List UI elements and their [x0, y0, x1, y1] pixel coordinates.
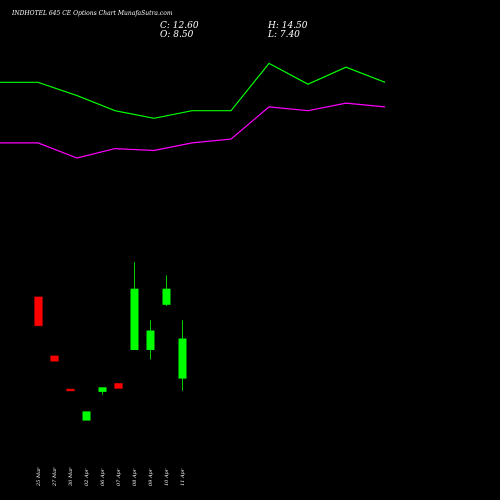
candle [98, 387, 107, 395]
candle-body [50, 355, 59, 362]
candle [146, 320, 155, 360]
candle [82, 411, 91, 421]
candle-body [82, 411, 91, 421]
low-value: L: 7.40 [267, 30, 300, 40]
x-tick-label: 25 Mar [36, 467, 42, 487]
x-tick-label: 11 Apr [180, 468, 186, 486]
high-value: H: 14.50 [267, 21, 308, 31]
candle [114, 383, 123, 389]
x-axis-ticks: 25 Mar 27 Mar 30 Mar 02 Apr 06 Apr 07 Apr 08 A… [36, 467, 186, 487]
candle-body [162, 288, 171, 305]
candle [162, 275, 171, 306]
candle-body [114, 383, 123, 389]
chart-title: INDHOTEL 645 CE Options Chart MunafaSutr… [11, 10, 173, 17]
candle [130, 262, 139, 350]
overlay-line-2 [0, 102, 386, 159]
candle-body [178, 338, 187, 379]
x-tick-label: 07 Apr [116, 468, 122, 486]
x-tick-label: 27 Mar [52, 467, 58, 487]
x-tick-label: 08 Apr [132, 468, 138, 486]
open-value: O: 8.50 [160, 30, 194, 40]
close-value: C: 12.60 [160, 21, 199, 31]
candle [66, 388, 75, 392]
candle-body [146, 330, 155, 350]
x-tick-label: 06 Apr [100, 468, 106, 486]
candle [178, 320, 187, 391]
overlay-lines [0, 62, 386, 159]
candle-body [34, 296, 43, 327]
candle-body [66, 388, 75, 392]
candles [34, 262, 187, 421]
x-tick-label: 09 Apr [148, 468, 154, 486]
x-tick-label: 10 Apr [164, 468, 170, 486]
candle-body [130, 288, 139, 350]
overlay-line-1 [0, 62, 386, 119]
x-tick-label: 30 Mar [68, 467, 74, 486]
candle [50, 355, 59, 362]
candle [34, 296, 43, 327]
x-tick-label: 02 Apr [84, 468, 90, 486]
candle-body [98, 387, 107, 392]
